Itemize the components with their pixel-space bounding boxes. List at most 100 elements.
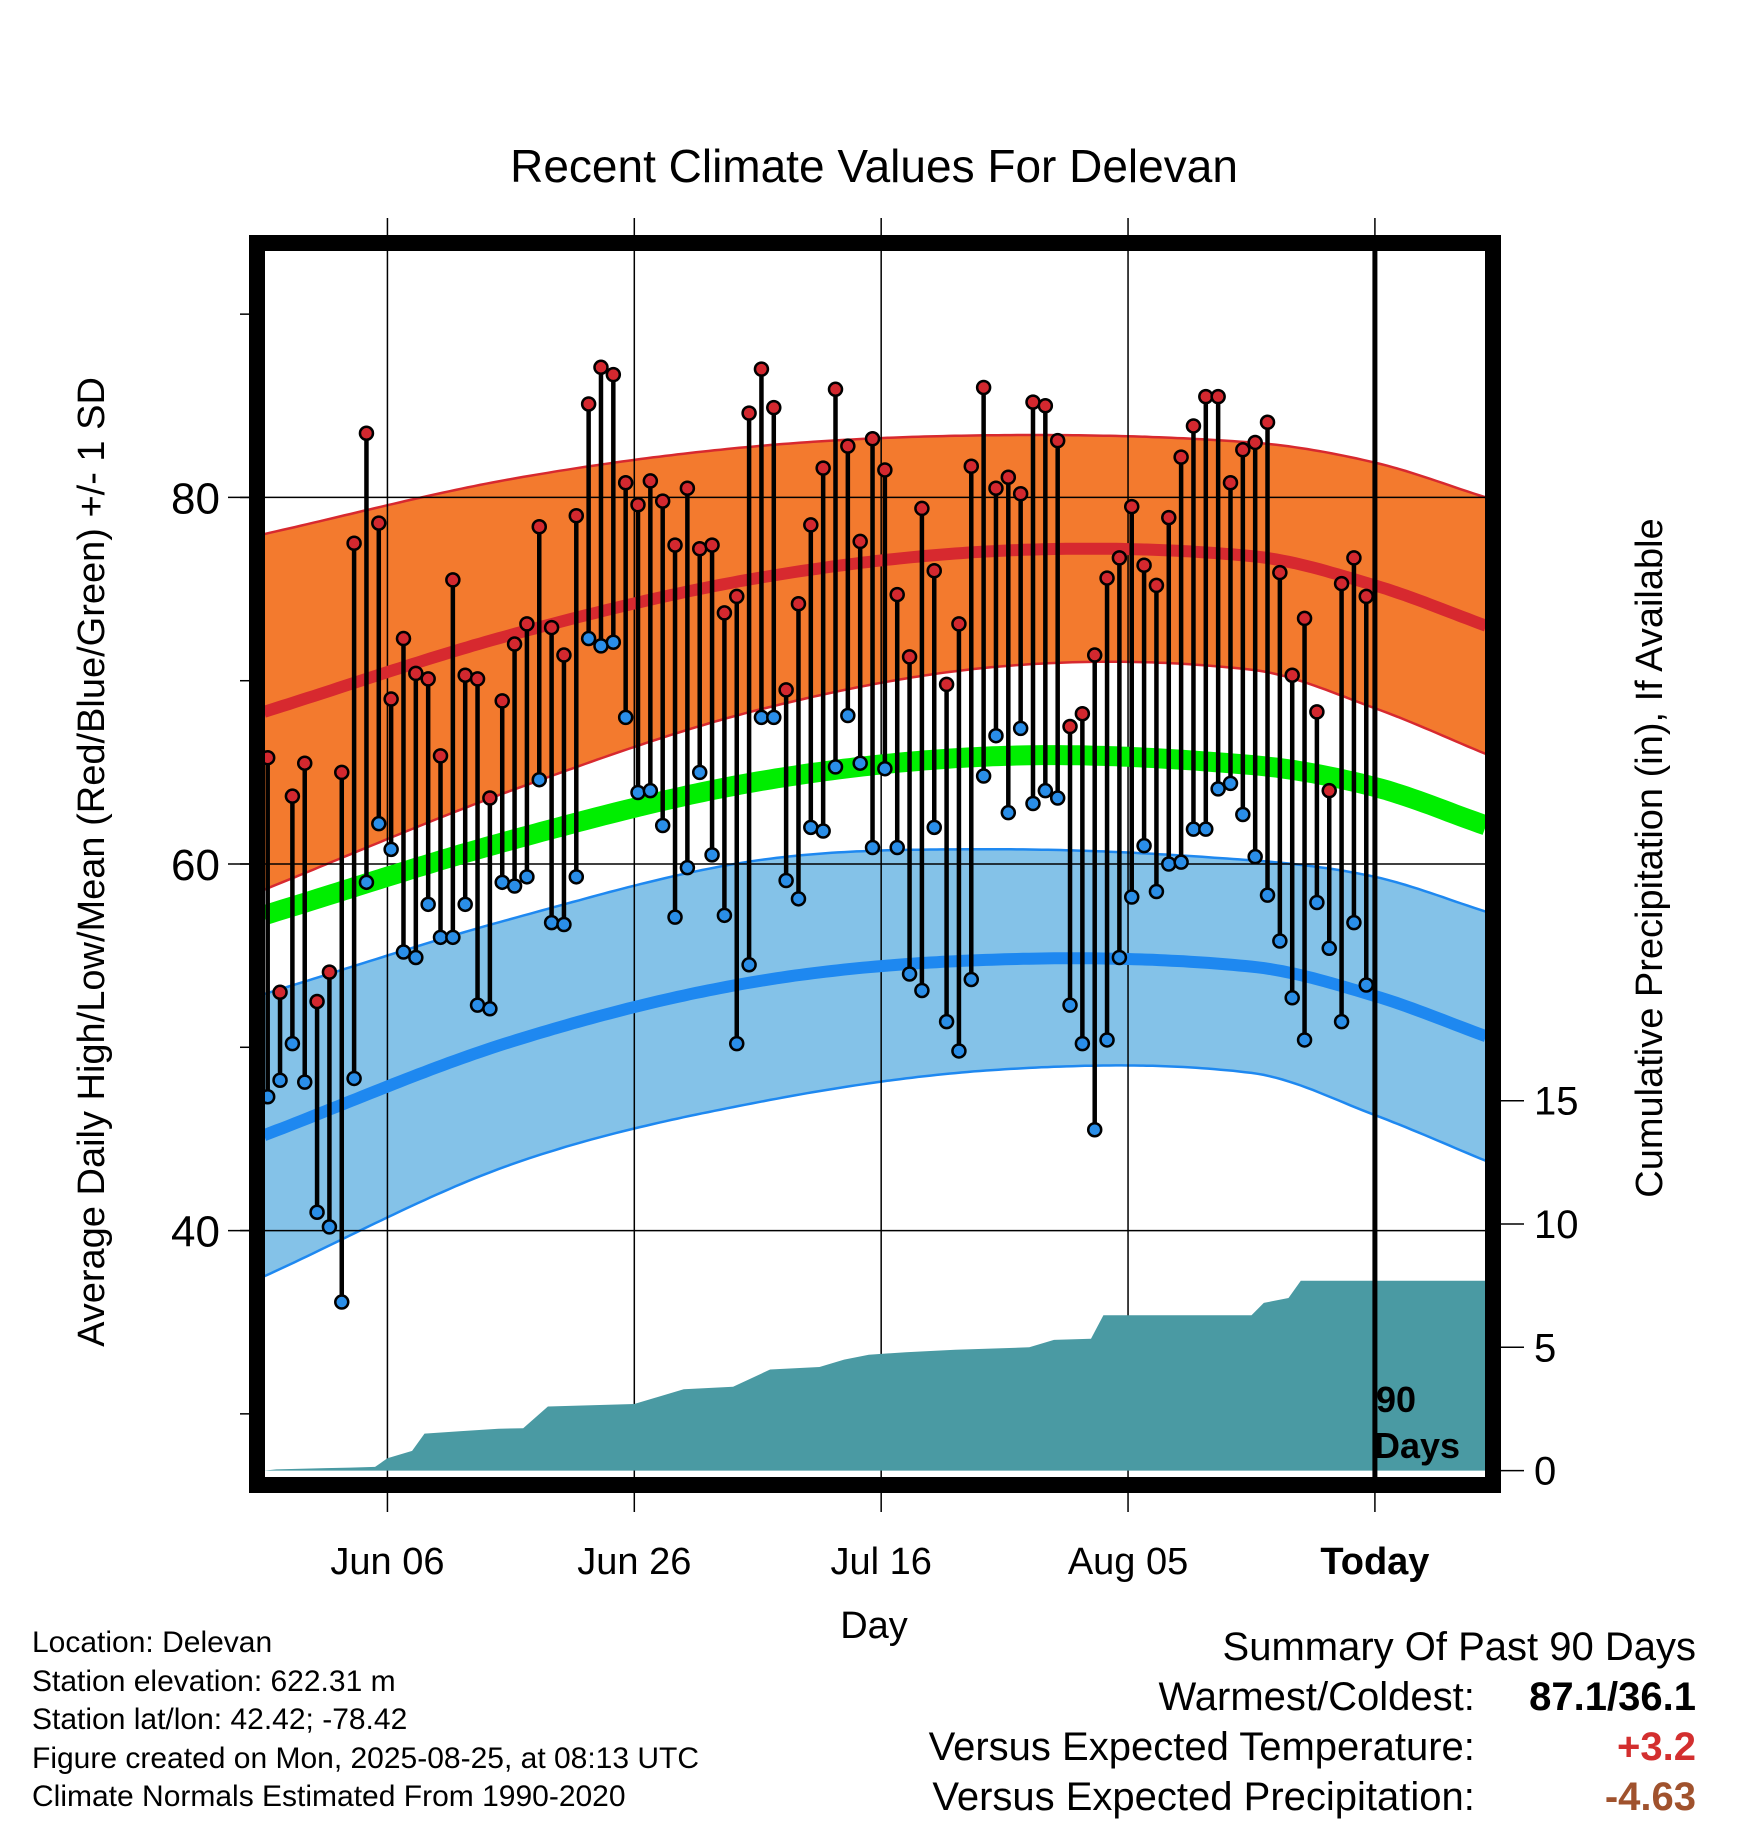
daily-low-point [543,914,560,931]
daily-low-point [568,869,585,885]
daily-low-point [790,891,807,907]
daily-high-point [1272,564,1288,581]
daily-high-point [753,361,770,377]
daily-low-point [531,771,548,788]
daily-high-point [617,475,634,491]
daily-low-point [469,997,486,1013]
daily-high-point [420,671,436,687]
summary-title: Summary Of Past 90 Days [1222,1625,1696,1669]
daily-high-point [568,508,585,524]
normal-mean-line [264,745,1486,925]
daily-low-point [1000,804,1017,821]
daily-high-point [358,425,375,442]
daily-low-point [1037,782,1054,799]
daily-high-point [1284,667,1300,683]
precipitation-area [264,1280,1486,1471]
daily-low-point [827,759,844,775]
daily-low-point [494,874,510,891]
daily-high-point [1247,434,1263,451]
daily-high-point [630,497,646,513]
daily-high-point [864,431,881,447]
daily-low-point [605,634,622,650]
daily-low-point [482,1001,498,1017]
daily-high-point [1222,475,1239,491]
daily-low-point [284,1035,301,1052]
daily-low-point [1296,1032,1313,1048]
elevation-text: Station elevation: 622.31 m [32,1664,396,1698]
daily-low-point [1161,856,1177,872]
axes: 40 60 80 0 5 10 15 Jun 06 Jun 26 Jul 16 Aug 05 Toda… [171,218,1579,1583]
daily-low-point [1099,1032,1115,1048]
daily-high-point [531,519,548,535]
daily-low-point [778,872,794,889]
daily-high-point [321,964,338,980]
daily-high-point [654,493,671,509]
station-info: Location: Delevan Station elevation: 622… [32,1624,699,1817]
created-text: Figure created on Mon, 2025-08-25, at 08… [32,1741,700,1775]
daily-high-point [803,517,819,533]
daily-high-point [1333,575,1350,592]
daily-low-point [346,1070,362,1087]
daily-high-point [395,630,412,647]
daily-low-point [766,709,782,726]
precip-departure-label: Versus Expected Precipitation: [932,1775,1475,1819]
daily-high-point [469,671,486,687]
daily-low-point [1358,977,1375,993]
daily-low-point [1259,887,1276,903]
daily-low-point [309,1204,325,1220]
daily-high-point [1259,414,1276,431]
plot-area [264,250,1486,1478]
daily-high-point [334,764,350,781]
daily-high-point [272,984,288,1001]
location-text: Location: Delevan [32,1626,273,1659]
temp-departure-value: +3.2 [1617,1725,1696,1769]
daily-low-point [1062,997,1078,1013]
low-band-lower-edge [264,1064,1486,1278]
daily-high-point [1148,577,1165,594]
daily-high-point [691,541,708,557]
daily-high-point [642,473,659,489]
temp-departure-label: Versus Expected Temperature: [928,1725,1475,1769]
normal-lines [264,542,1486,1141]
daily-low-point [371,815,387,832]
summary-temp-row: Versus Expected Temperature: +3.2 [929,1722,1696,1772]
daily-low-point [667,909,683,925]
daily-low-point [729,1035,745,1052]
x-tick-label: Jun 06 [330,1541,444,1583]
y-axis-label: Average Daily High/Low/Mean (Red/Blue/Gr… [71,377,113,1347]
daily-high-point [494,693,510,709]
daily-low-point [1074,1035,1091,1052]
daily-low-point [901,966,918,982]
daily-high-point [580,396,597,412]
warmest-value: 87.1/36.1 [1529,1675,1696,1719]
daily-low-point [852,755,868,771]
daily-high-point [741,405,757,421]
days-annotation-line2: Days [1374,1425,1460,1466]
daily-high-point [1235,442,1251,458]
x-axis-label: Day [840,1605,908,1647]
y2-tick-label: 15 [1534,1080,1579,1124]
daily-low-point [654,817,671,834]
normals-text: Climate Normals Estimated From 1990-2020 [32,1780,626,1814]
high-band-lower-edge [264,660,1486,891]
daily-low-point [580,630,597,647]
daily-high-point [1025,394,1041,410]
daily-high-point [1086,647,1103,663]
daily-high-point [1000,469,1017,486]
daily-low-point [593,638,609,654]
daily-high-point [593,359,609,376]
daily-low-point [753,709,770,726]
daily-high-point [457,667,473,683]
daily-high-point [309,993,325,1010]
x-tick-label: Jul 16 [830,1541,931,1583]
daily-low-point [630,784,646,801]
daily-low-point [264,1089,276,1105]
plot-frame [249,235,1501,1493]
daily-high-point [264,749,276,766]
daily-high-point [988,480,1004,497]
daily-high-point [1111,550,1128,566]
daily-low-point [1346,914,1362,931]
daily-high-point [383,691,399,707]
daily-low-point [445,929,461,946]
precip-area [264,1280,1486,1471]
